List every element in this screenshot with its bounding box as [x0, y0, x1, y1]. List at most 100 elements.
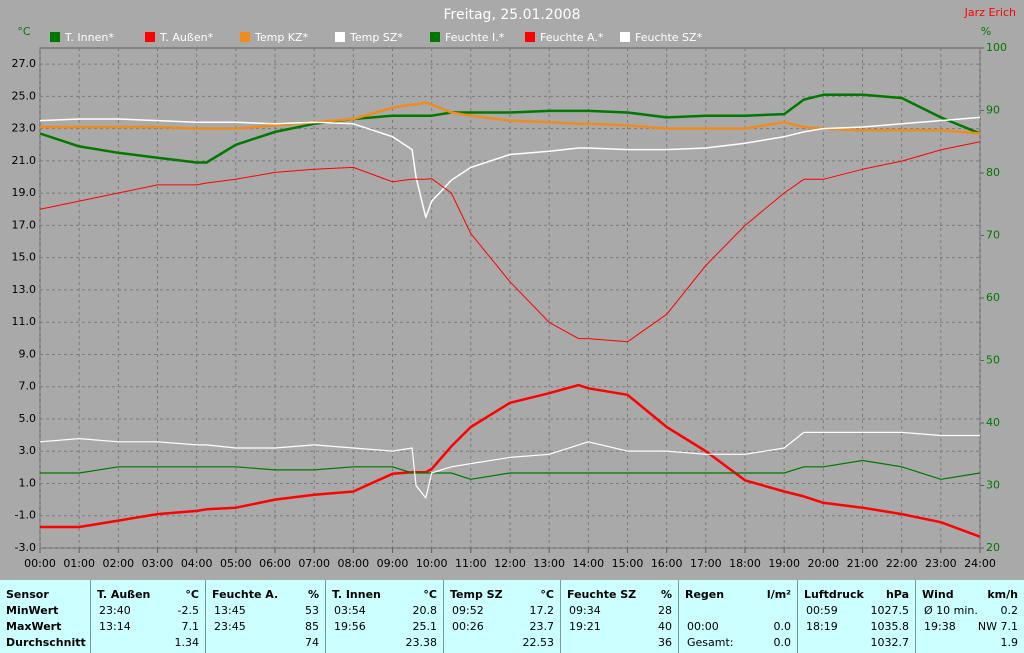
table-cell: 00:59 — [806, 604, 838, 617]
table-cell: 17.2 — [529, 604, 555, 617]
table-cell: 00:26 — [452, 620, 484, 633]
legend-label: Temp SZ* — [349, 31, 403, 44]
table-cell: km/h — [987, 588, 1018, 601]
table-cell: °C — [185, 588, 199, 601]
table-cell: T. Innen — [332, 588, 381, 601]
y2-tick-label: 30 — [986, 479, 1000, 492]
y2-tick-label: 20 — [986, 541, 1000, 554]
y2-tick-label: 40 — [986, 416, 1000, 429]
y2-tick-label: 70 — [986, 229, 1000, 242]
legend-swatch — [240, 32, 250, 42]
y-axis-label: °C — [17, 25, 31, 38]
table-cell: hPa — [885, 588, 909, 601]
series-line — [40, 459, 981, 480]
series-line — [39, 141, 981, 343]
x-tick-label: 21:00 — [847, 557, 879, 570]
table-cell: MaxWert — [6, 620, 62, 633]
table-cell: -2.5 — [177, 604, 199, 617]
table-cell: 40 — [658, 620, 672, 633]
table-cell: 0.2 — [1000, 604, 1019, 617]
table-block: Regen l/m² 00:00 0.0 Gesamt: 0.0 — [678, 580, 797, 653]
table-cell: 0.0 — [773, 620, 792, 633]
table-cell: 25.1 — [412, 620, 438, 633]
legend-swatch — [145, 32, 155, 42]
legend-swatch — [335, 32, 345, 42]
series-line — [40, 101, 981, 135]
y-tick-label: 3.0 — [19, 444, 37, 457]
stats-table: Sensor MinWert MaxWert Durchschnitt T. Außen… — [0, 580, 1024, 653]
table-cell: 19:56 — [334, 620, 366, 633]
y-tick-label: -1.0 — [15, 509, 36, 522]
table-cell: Temp SZ — [450, 588, 503, 601]
table-cell: MinWert — [6, 604, 59, 617]
table-cell: 7.1 — [181, 620, 200, 633]
table-block: T. Innen °C 03:54 20.8 19:56 25.1 23.38 — [325, 580, 443, 653]
y-tick-label: 5.0 — [19, 412, 37, 425]
table-cell: 23.7 — [529, 620, 555, 633]
table-cell: 1035.8 — [870, 620, 910, 633]
table-cell: 1.34 — [174, 636, 200, 649]
table-cell: 23:45 — [214, 620, 246, 633]
table-cell: 74 — [305, 636, 319, 649]
legend-label: T. Innen* — [64, 31, 114, 44]
y-tick-label: 11.0 — [12, 315, 37, 328]
y-tick-label: 27.0 — [12, 57, 37, 70]
y-tick-label: -3.0 — [15, 541, 36, 554]
table-cell: 03:54 — [334, 604, 366, 617]
table-cell: 00:00 — [687, 620, 719, 633]
table-cell: Sensor — [6, 588, 49, 601]
legend-swatch — [430, 32, 440, 42]
legend-swatch — [525, 32, 535, 42]
table-cell: NW 7.1 — [977, 620, 1018, 633]
table-cell: 53 — [305, 604, 319, 617]
x-tick-label: 11:00 — [455, 557, 487, 570]
x-tick-label: 22:00 — [886, 557, 918, 570]
table-cell: 28 — [658, 604, 672, 617]
x-tick-label: 02:00 — [102, 557, 134, 570]
x-tick-label: 00:00 — [24, 557, 56, 570]
table-cell: Luftdruck — [804, 588, 864, 601]
x-tick-label: 04:00 — [181, 557, 213, 570]
y-tick-label: 25.0 — [12, 89, 37, 102]
y2-axis-label: % — [981, 25, 991, 38]
chart: Freitag, 25.01.2008 Jarz Erich °C % -3.0… — [12, 6, 1017, 570]
legend-label: Feuchte SZ* — [635, 31, 703, 44]
y-tick-label: 17.0 — [12, 218, 37, 231]
table-cell: l/m² — [766, 588, 791, 601]
table-cell: Gesamt: — [687, 636, 734, 649]
y-tick-label: 19.0 — [12, 186, 37, 199]
x-tick-label: 19:00 — [768, 557, 800, 570]
table-cell: 22.53 — [522, 636, 555, 649]
x-tick-label: 17:00 — [690, 557, 722, 570]
y-tick-label: 9.0 — [19, 347, 37, 360]
table-cell: Feuchte A. — [212, 588, 279, 601]
x-tick-label: 03:00 — [142, 557, 174, 570]
table-cell: 1032.7 — [870, 636, 910, 649]
x-tick-label: 09:00 — [377, 557, 409, 570]
x-tick-label: 13:00 — [533, 557, 565, 570]
table-cell: 09:52 — [452, 604, 484, 617]
table-cell: Ø 10 min. — [924, 604, 978, 617]
series-line — [40, 383, 981, 538]
author: Jarz Erich — [964, 6, 1016, 19]
table-cell: 85 — [305, 620, 319, 633]
y2-tick-label: 80 — [986, 166, 1000, 179]
table-cell: % — [660, 588, 672, 601]
y2-tick-label: 50 — [986, 354, 1000, 367]
table-block: Wind km/h Ø 10 min. 0.2 19:38 NW 7.1 1.9 — [915, 580, 1024, 653]
chart-title: Freitag, 25.01.2008 — [444, 7, 581, 23]
x-tick-label: 24:00 — [964, 557, 996, 570]
table-cell: T. Außen — [97, 588, 151, 601]
table-block: T. Außen °C 23:40 -2.5 13:14 7.1 1.34 — [90, 580, 205, 653]
table-cell: 36 — [658, 636, 672, 649]
table-block: Luftdruck hPa 00:59 1027.5 18:19 1035.8 1032.7 — [797, 580, 915, 653]
table-cell: 19:21 — [569, 620, 601, 633]
y-tick-label: 7.0 — [19, 380, 37, 393]
x-tick-label: 14:00 — [572, 557, 604, 570]
x-tick-label: 15:00 — [612, 557, 644, 570]
y2-tick-label: 100 — [986, 41, 1007, 54]
y-tick-label: 1.0 — [19, 476, 37, 489]
table-cell: 13:14 — [99, 620, 131, 633]
x-tick-label: 23:00 — [925, 557, 957, 570]
table-cell: 0.0 — [773, 636, 792, 649]
